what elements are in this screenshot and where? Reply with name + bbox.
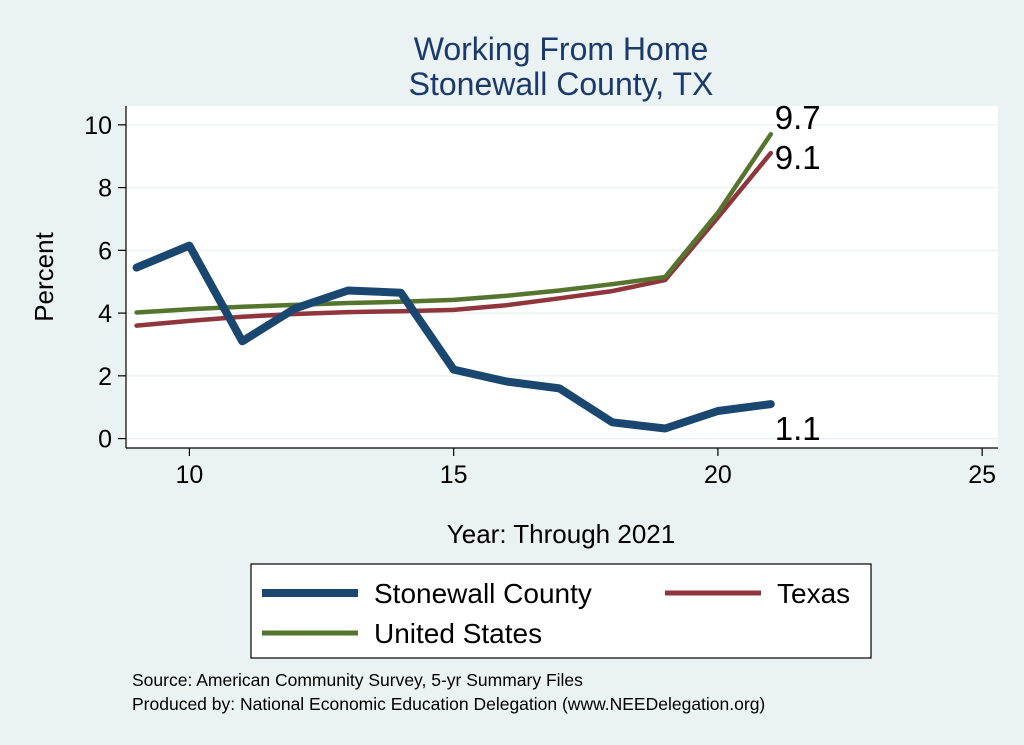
y-tick-label: 6 [98, 237, 112, 265]
x-tick-label: 25 [968, 461, 996, 489]
legend-label: Stonewall County [374, 578, 592, 609]
x-tick-label: 15 [440, 461, 468, 489]
chart-title-line-2: Stonewall County, TX [409, 66, 714, 102]
series-line-stonewall-county [132, 241, 775, 433]
y-tick-label: 0 [98, 426, 112, 454]
legend-label: United States [374, 618, 542, 649]
series-line-united-states [134, 131, 774, 315]
y-tick-label: 10 [84, 112, 112, 140]
y-axis-ticks: 0 2 4 6 8 10 [84, 112, 126, 454]
series-line-texas [134, 150, 774, 328]
y-tick-label: 2 [98, 363, 112, 391]
legend-box [250, 563, 872, 659]
producer-note: Produced by: National Economic Education… [132, 694, 765, 714]
end-label-texas: 9.1 [775, 139, 821, 176]
x-tick-label: 20 [704, 461, 732, 489]
end-label-stonewall-county: 1.1 [775, 410, 821, 447]
y-tick-label: 8 [98, 175, 112, 203]
series-lines [132, 131, 775, 433]
x-tick-label: 10 [176, 461, 204, 489]
x-axis-ticks: 10 15 20 25 [176, 448, 996, 489]
chart-title-line-1: Working From Home [414, 31, 709, 67]
end-label-united-states: 9.7 [775, 99, 821, 136]
plot-area [126, 106, 998, 448]
source-note: Source: American Community Survey, 5-yr … [132, 670, 583, 690]
legend: Stonewall County Texas United States [262, 578, 850, 649]
legend-label: Texas [777, 578, 850, 609]
y-axis-title: Percent [29, 231, 59, 321]
y-tick-label: 4 [98, 300, 112, 328]
end-labels: 1.1 9.19.7 [775, 99, 821, 447]
axes [125, 106, 998, 449]
x-axis-title: Year: Through 2021 [447, 519, 675, 549]
